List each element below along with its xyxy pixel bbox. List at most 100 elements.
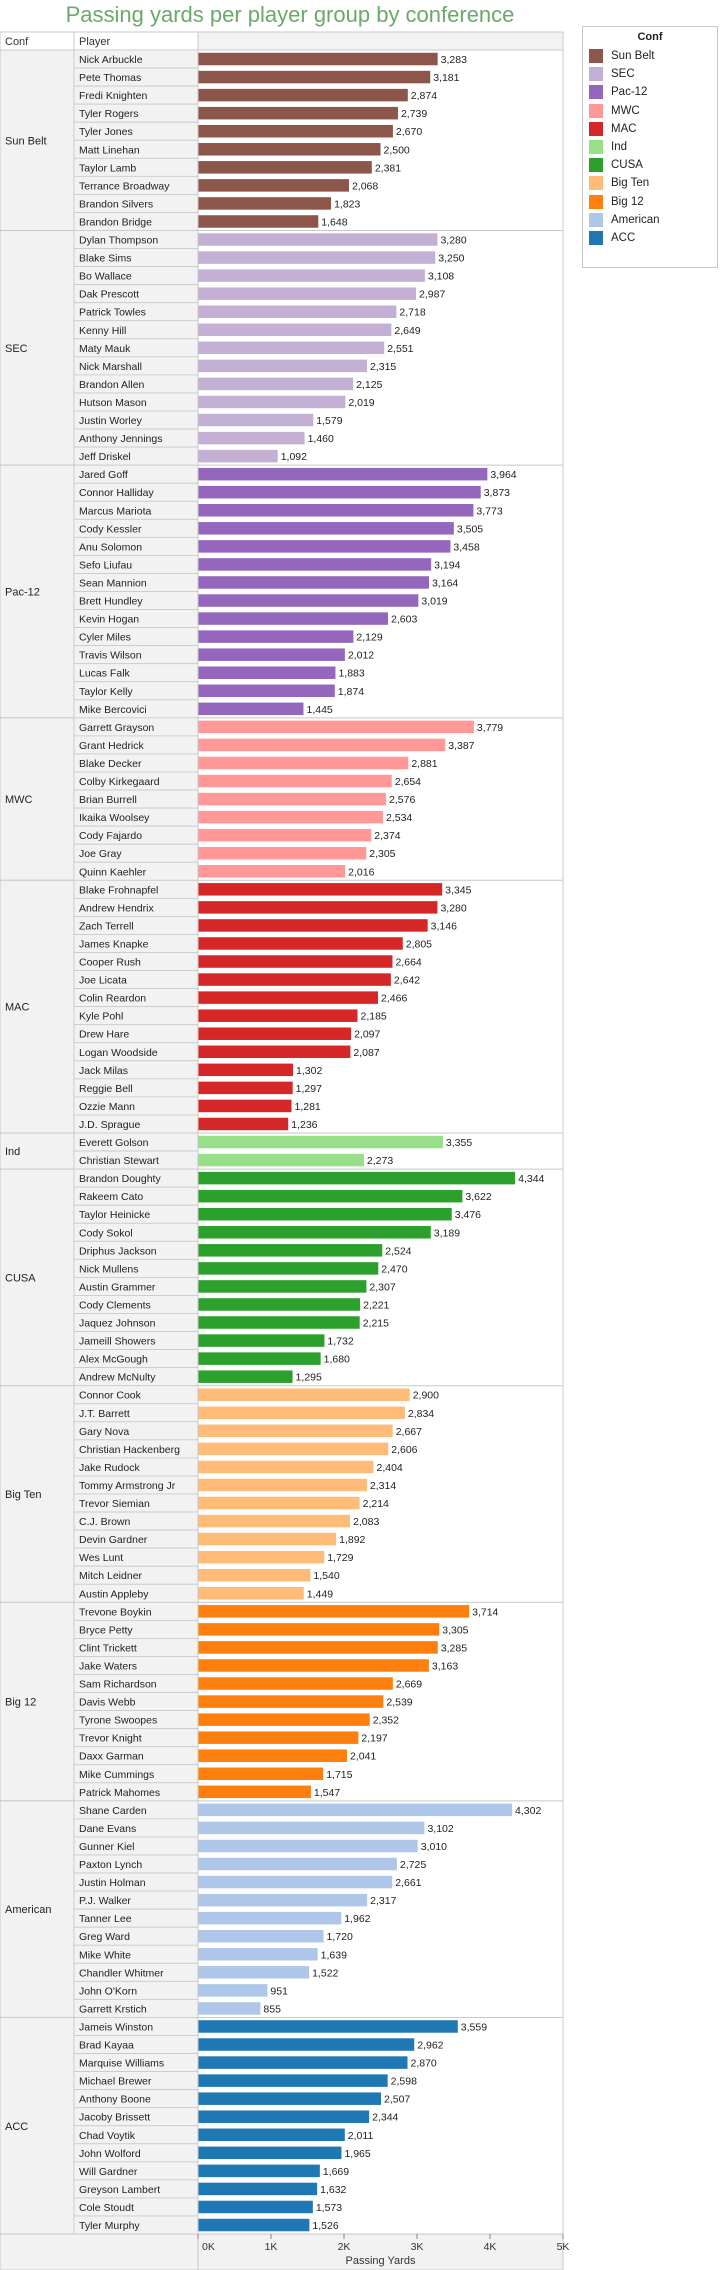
- bar: [198, 1532, 337, 1546]
- data-label: 3,146: [431, 920, 457, 932]
- data-label: 1,680: [324, 1354, 350, 1366]
- bar: [198, 1514, 351, 1528]
- bar: [198, 1063, 294, 1077]
- x-axis-label: Passing Yards: [346, 2255, 416, 2267]
- player-label: Dak Prescott: [79, 289, 139, 301]
- legend-item: MAC: [583, 120, 717, 138]
- data-label: 3,250: [438, 253, 464, 265]
- bar: [198, 1226, 431, 1239]
- bar: [198, 1316, 360, 1329]
- bar: [198, 1839, 418, 1853]
- player-label: Taylor Lamb: [79, 162, 136, 174]
- player-label: Cyler Miles: [79, 632, 131, 644]
- conf-column-header: Conf: [5, 36, 29, 48]
- data-label: 2,739: [401, 108, 427, 120]
- bar: [198, 756, 409, 770]
- bar: [198, 1731, 359, 1744]
- bar: [198, 1984, 268, 1997]
- player-label: Gary Nova: [79, 1426, 129, 1438]
- player-label: Wes Lunt: [79, 1552, 123, 1564]
- player-label: Hutson Mason: [79, 397, 147, 409]
- bar: [198, 413, 314, 427]
- bar: [198, 395, 346, 409]
- bar: [198, 558, 432, 571]
- player-label: Grant Hedrick: [79, 740, 145, 752]
- player-label: Tommy Armstrong Jr: [79, 1480, 176, 1492]
- player-label: Sam Richardson: [79, 1679, 157, 1691]
- legend-swatch: [589, 103, 603, 118]
- bar: [198, 648, 345, 661]
- bar: [198, 991, 379, 1004]
- player-label: Sefo Liufau: [79, 559, 132, 571]
- legend-item: American: [583, 211, 717, 229]
- bar: [198, 1153, 364, 1167]
- player-label: C.J. Brown: [79, 1516, 131, 1528]
- bar: [198, 70, 431, 84]
- conf-label: Ind: [5, 1146, 20, 1158]
- player-label: Dylan Thompson: [79, 235, 158, 247]
- bar: [198, 233, 438, 246]
- player-label: P.J. Walker: [79, 1895, 131, 1907]
- bar: [198, 1478, 367, 1492]
- data-label: 2,606: [391, 1444, 417, 1456]
- player-label: Bo Wallace: [79, 271, 132, 283]
- data-label: 2,012: [348, 650, 374, 662]
- bar: [198, 215, 319, 228]
- bar: [198, 359, 367, 373]
- legend-label: MAC: [611, 122, 637, 135]
- data-label: 2,314: [370, 1480, 396, 1492]
- legend-label: American: [611, 213, 660, 226]
- data-label: 3,779: [477, 722, 503, 734]
- data-label: 2,470: [381, 1263, 407, 1275]
- data-label: 2,900: [413, 1390, 439, 1402]
- data-label: 3,102: [427, 1823, 453, 1835]
- data-label: 2,870: [411, 2058, 437, 2070]
- player-label: John Wolford: [79, 2148, 141, 2160]
- bar: [198, 594, 419, 607]
- bar: [198, 955, 393, 968]
- data-label: 1,648: [321, 216, 347, 228]
- player-label: Colby Kirkegaard: [79, 776, 160, 788]
- player-label: Anu Solomon: [79, 541, 142, 553]
- data-label: 3,559: [461, 2021, 487, 2033]
- player-label: Mitch Leidner: [79, 1570, 143, 1582]
- data-label: 1,874: [338, 686, 364, 698]
- player-label: Jared Goff: [79, 469, 128, 481]
- player-label: Justin Holman: [79, 1877, 146, 1889]
- legend-label: SEC: [611, 68, 635, 81]
- player-column-header: Player: [79, 36, 111, 48]
- conf-label: Sun Belt: [5, 135, 47, 147]
- bar: [198, 1857, 397, 1871]
- data-label: 2,214: [363, 1498, 389, 1510]
- bar: [198, 2200, 313, 2214]
- bar: [198, 1298, 361, 1311]
- data-label: 2,524: [385, 1245, 411, 1257]
- player-label: Kyle Pohl: [79, 1011, 123, 1023]
- player-label: Cooper Rush: [79, 957, 141, 969]
- x-tick-label: 4K: [484, 2241, 497, 2253]
- conf-label: MAC: [5, 1002, 30, 1014]
- data-label: 1,460: [308, 433, 334, 445]
- bar: [198, 1767, 324, 1781]
- data-label: 3,280: [440, 235, 466, 247]
- player-label: Austin Grammer: [79, 1281, 156, 1293]
- legend-swatch: [589, 67, 603, 82]
- player-label: Anthony Jennings: [79, 433, 162, 445]
- player-label: Matt Linehan: [79, 144, 140, 156]
- data-label: 3,345: [445, 884, 471, 896]
- data-label: 2,649: [394, 325, 420, 337]
- bar: [198, 1749, 347, 1762]
- bar: [198, 828, 372, 842]
- data-label: 1,669: [323, 2166, 349, 2178]
- data-label: 2,534: [386, 812, 412, 824]
- data-label: 1,732: [327, 1336, 353, 1348]
- player-label: Brett Hundley: [79, 596, 143, 608]
- bar: [198, 973, 391, 986]
- data-label: 1,632: [320, 2184, 346, 2196]
- data-label: 3,163: [432, 1660, 458, 1672]
- x-tick-label: 5K: [557, 2241, 570, 2253]
- data-label: 3,164: [432, 577, 458, 589]
- legend-item: MWC: [583, 102, 717, 120]
- legend-label: ACC: [611, 231, 636, 244]
- player-label: Patrick Mahomes: [79, 1787, 160, 1799]
